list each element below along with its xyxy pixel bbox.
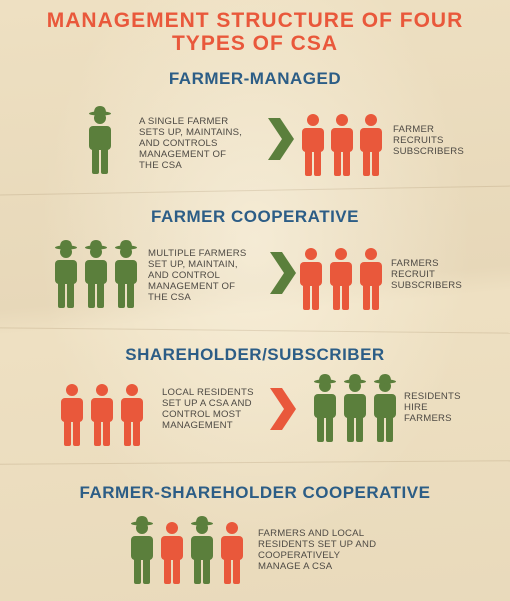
subscriber-group	[61, 384, 143, 446]
chevron-right-icon	[270, 388, 296, 430]
farmer-managed-result: FARMER RECRUITS SUBSCRIBERS	[393, 124, 464, 157]
subscriber-group	[302, 114, 382, 176]
farmer-figure-icon	[89, 106, 111, 174]
main-title-line-1: MANAGEMENT STRUCTURE OF FOUR	[46, 9, 464, 32]
shareholder-subscriber-result: RESIDENTS HIRE FARMERS	[404, 391, 461, 424]
farmer-figure-icon	[55, 240, 77, 308]
farmer-group	[89, 106, 111, 174]
main-title-line-2: TYPES OF CSA	[171, 32, 339, 55]
section-heading-farmer-shareholder-cooperative: FARMER-SHAREHOLDER COOPERATIVE	[79, 483, 431, 502]
subscriber-figure-icon	[360, 114, 382, 176]
subscriber-figure-icon	[91, 384, 113, 446]
section-heading-shareholder-subscriber: SHAREHOLDER/SUBSCRIBER	[125, 345, 385, 364]
subscriber-figure-icon	[330, 248, 352, 310]
subscriber-figure-icon	[360, 248, 382, 310]
farmer-figure-icon	[344, 374, 366, 442]
shareholder-subscriber-description: LOCAL RESIDENTS SET UP A CSA AND CONTROL…	[162, 387, 254, 431]
chevron-right-icon	[268, 118, 294, 160]
subscriber-figure-icon	[161, 522, 183, 584]
farmer-figure-icon	[85, 240, 107, 308]
farmer-managed-description: A SINGLE FARMER SETS UP, MAINTAINS, AND …	[139, 116, 243, 171]
farmer-figure-icon	[314, 374, 336, 442]
farmer-group	[55, 240, 137, 308]
subscriber-figure-icon	[300, 248, 322, 310]
subscriber-figure-icon	[61, 384, 83, 446]
section-heading-farmer-managed: FARMER-MANAGED	[168, 69, 342, 88]
subscriber-figure-icon	[302, 114, 324, 176]
subscriber-figure-icon	[221, 522, 243, 584]
farmer-cooperative-result: FARMERS RECRUIT SUBSCRIBERS	[391, 258, 462, 291]
farmer-figure-icon	[191, 516, 213, 584]
mixed-group	[131, 516, 243, 584]
farmer-figure-icon	[115, 240, 137, 308]
subscriber-figure-icon	[121, 384, 143, 446]
chevron-right-icon	[270, 252, 296, 294]
farmer-figure-icon	[131, 516, 153, 584]
subscriber-group	[300, 248, 382, 310]
subscriber-figure-icon	[331, 114, 353, 176]
farmer-shareholder-cooperative-description: FARMERS AND LOCAL RESIDENTS SET UP AND C…	[258, 528, 377, 572]
farmer-group	[314, 374, 396, 442]
farmer-cooperative-description: MULTIPLE FARMERS SET UP, MAINTAIN, AND C…	[148, 248, 247, 303]
farmer-figure-icon	[374, 374, 396, 442]
section-heading-farmer-cooperative: FARMER COOPERATIVE	[151, 207, 359, 226]
